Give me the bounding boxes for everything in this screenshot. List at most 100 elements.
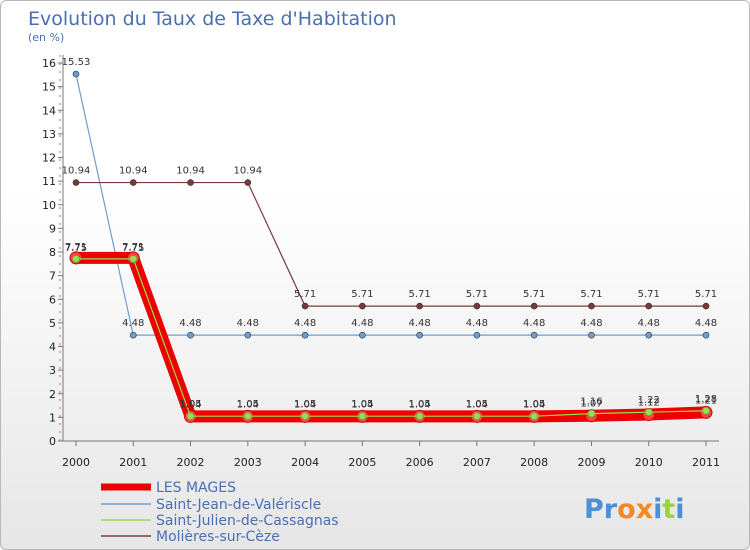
x-tick-label: 2008 [520, 456, 548, 469]
y-tick-label: 4 [49, 341, 56, 354]
legend-label: Saint-Julien-de-Cassagnas [156, 513, 339, 529]
series-line-saint-jean [75, 73, 706, 336]
x-tick-label: 2005 [348, 456, 376, 469]
data-label: 5.71 [638, 289, 660, 300]
legend-label: Saint-Jean-de-Valériscle [156, 497, 321, 513]
data-point [186, 412, 195, 421]
proxiti-logo: Proxiti [584, 494, 685, 525]
data-label: 5.71 [466, 289, 488, 300]
data-point [359, 331, 366, 339]
y-tick-label: 8 [49, 246, 56, 259]
data-label: 1.05 [466, 399, 488, 410]
data-label: 1.21 [695, 395, 717, 406]
data-point [244, 331, 252, 339]
data-point [244, 179, 252, 186]
series-0 [69, 251, 713, 423]
logo-letter: r [604, 494, 618, 525]
logo-letter: t [662, 494, 675, 525]
x-tick-label: 2001 [119, 456, 147, 469]
data-point [473, 302, 481, 310]
x-tick-label: 2006 [406, 456, 434, 469]
x-tick-label: 2000 [62, 456, 90, 469]
y-tick-label: 5 [49, 317, 56, 330]
x-tick-label: 2009 [577, 456, 605, 469]
data-label: 1.04 [294, 399, 316, 410]
data-label: 4.48 [351, 318, 373, 329]
data-label: 4.48 [122, 318, 144, 329]
x-tick-label: 2003 [234, 456, 262, 469]
data-label: 5.71 [409, 289, 431, 300]
y-tick-label: 10 [42, 199, 56, 212]
data-point [530, 412, 539, 421]
data-label: 4.48 [695, 318, 717, 329]
data-point [588, 331, 595, 339]
y-tick-label: 11 [42, 175, 56, 188]
data-label: 1.04 [237, 399, 259, 410]
series-3 [72, 179, 710, 310]
data-point [359, 302, 366, 310]
y-tick-label: 12 [42, 152, 56, 165]
data-point [587, 409, 596, 418]
y-tick-label: 7 [49, 270, 56, 283]
data-point [702, 302, 710, 310]
y-tick-label: 16 [42, 57, 56, 70]
data-point [416, 302, 423, 310]
data-label: 5.71 [695, 289, 717, 300]
y-tick-label: 14 [42, 104, 56, 117]
logo-letter: i [675, 494, 684, 525]
data-label: 4.48 [523, 318, 545, 329]
logo-letter: P [584, 494, 604, 525]
data-point [473, 331, 481, 339]
data-label: 7.75 [122, 243, 144, 254]
y-tick-label: 13 [42, 128, 56, 141]
data-point [243, 412, 252, 421]
data-point [301, 412, 309, 421]
series-1 [72, 70, 710, 339]
legend-label: Molières-sur-Cèze [156, 529, 280, 545]
data-label: 10.94 [233, 166, 262, 177]
data-point [588, 302, 595, 310]
data-label: 4.48 [179, 318, 201, 329]
data-point [72, 70, 80, 78]
data-label: 5.71 [523, 289, 545, 300]
data-label: 1.28 [695, 394, 717, 405]
y-tick-label: 6 [49, 293, 56, 306]
data-label: 10.94 [62, 166, 91, 177]
data-label: 7.71 [65, 242, 87, 253]
data-point [415, 412, 424, 421]
series-2 [72, 254, 710, 421]
data-label: 5.71 [294, 289, 316, 300]
data-label: 1.22 [638, 395, 660, 406]
proxiti-logo-text: Proxiti [584, 494, 685, 525]
data-label: 1.05 [409, 399, 431, 410]
data-label: 1.16 [580, 397, 602, 408]
data-label: 7.71 [122, 242, 144, 253]
data-point [72, 179, 80, 186]
data-point [702, 331, 710, 339]
data-label: 4.48 [638, 318, 660, 329]
data-label: 1.05 [351, 399, 373, 410]
y-tick-label: 2 [49, 388, 56, 401]
data-point [530, 302, 538, 310]
data-label: 10.94 [119, 166, 148, 177]
y-tick-label: 1 [49, 411, 56, 424]
y-tick-label: 3 [49, 364, 56, 377]
y-tick-label: 0 [49, 435, 56, 448]
data-label: 1.04 [409, 399, 431, 410]
data-label: 1.04 [351, 399, 373, 410]
y-tick-label: 15 [42, 81, 56, 94]
data-label: 5.71 [351, 289, 373, 300]
data-point [187, 179, 194, 186]
data-label: 1.05 [237, 399, 259, 410]
x-tick-label: 2007 [463, 456, 491, 469]
data-label: 4.48 [409, 318, 431, 329]
data-labels: 15.53 4.48 4.48 4.48 4.48 4.48 4.48 4.48 4.48 4.4… [62, 57, 717, 410]
x-tick-label: 2004 [291, 456, 319, 469]
data-label: 15.53 [62, 57, 91, 68]
data-point [416, 331, 423, 339]
data-point [702, 406, 710, 415]
data-label: 1.04 [523, 399, 545, 410]
